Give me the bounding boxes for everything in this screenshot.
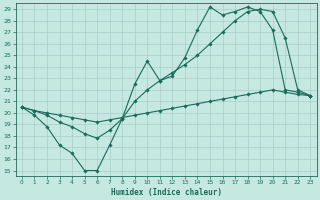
X-axis label: Humidex (Indice chaleur): Humidex (Indice chaleur) [111, 188, 221, 197]
